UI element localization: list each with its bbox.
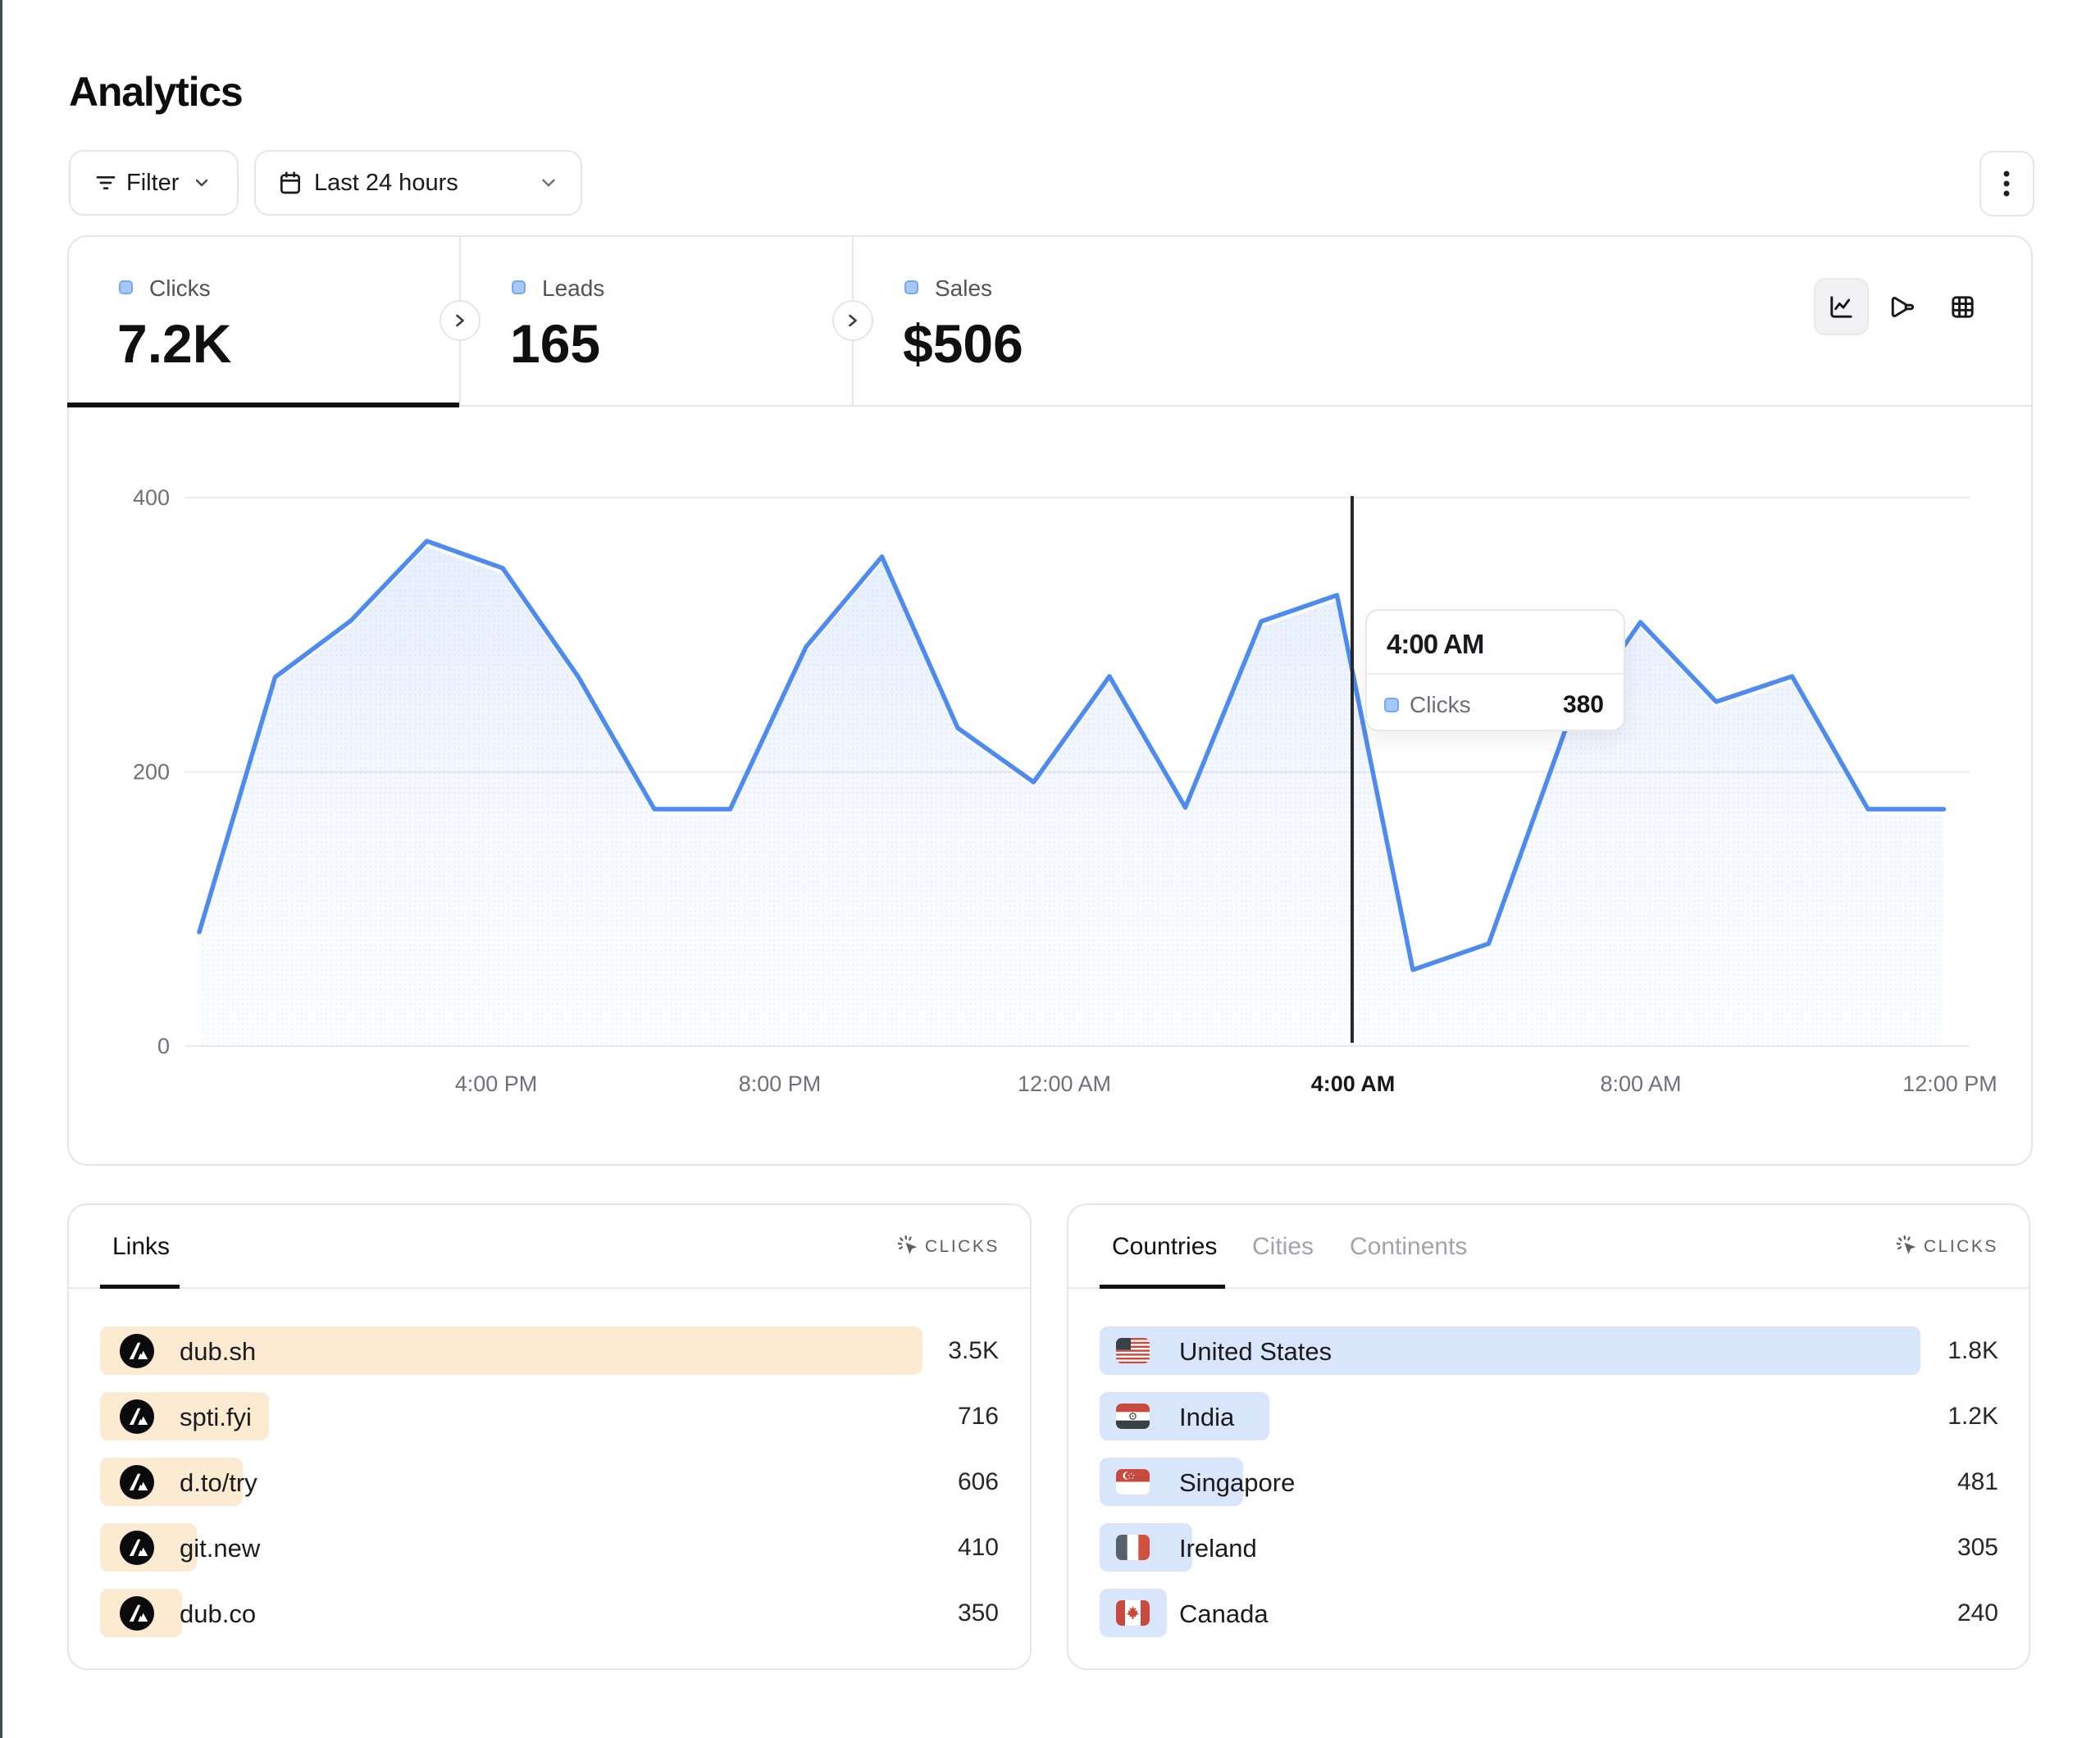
svg-text:400: 400 [133,485,170,510]
svg-text:0: 0 [157,1034,170,1058]
svg-text:4:00 PM: 4:00 PM [455,1071,538,1096]
svg-text:8:00 PM: 8:00 PM [739,1071,822,1096]
svg-text:12:00 PM: 12:00 PM [1902,1071,1998,1096]
svg-text:8:00 AM: 8:00 AM [1600,1071,1681,1096]
svg-text:12:00 AM: 12:00 AM [1018,1071,1111,1096]
svg-text:200: 200 [133,760,170,785]
svg-text:4:00 AM: 4:00 AM [1311,1071,1396,1096]
